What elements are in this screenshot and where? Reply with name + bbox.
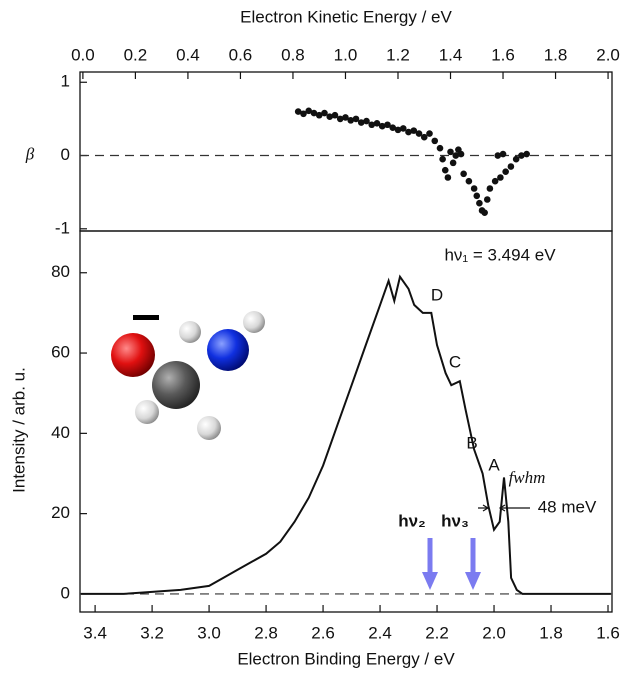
data-point — [497, 174, 504, 181]
data-point — [473, 193, 480, 200]
x-tick-label: 1.8 — [539, 623, 563, 642]
fwhm-arrows — [478, 505, 530, 511]
x-tick-label: 1.4 — [439, 45, 463, 64]
data-point — [500, 151, 507, 158]
data-point — [502, 168, 509, 175]
peak-label: A — [488, 455, 500, 474]
data-point — [431, 138, 438, 145]
data-point — [445, 174, 452, 181]
y-tick-label: 60 — [51, 343, 70, 362]
y-axis-title: β — [25, 144, 35, 163]
x-tick-label: 2.6 — [311, 623, 335, 642]
x-tick-label: 1.6 — [491, 45, 515, 64]
bottom-panel-frame — [80, 231, 612, 612]
y-axis-title: Intensity / arb. u. — [9, 367, 28, 493]
data-point — [460, 171, 467, 178]
atom-h — [243, 311, 265, 333]
x-tick-label: 0.4 — [176, 45, 200, 64]
molecule — [111, 311, 265, 440]
photon-label: hν₂ — [398, 511, 425, 530]
fwhm-label: fwhm — [509, 468, 546, 487]
spectrum-line — [81, 277, 611, 594]
atom-n — [207, 329, 249, 371]
x-axis-title: Electron Kinetic Energy / eV — [240, 7, 452, 26]
y-tick-label: 0 — [61, 583, 70, 602]
x-tick-label: 2.4 — [368, 623, 392, 642]
top-panel-frame — [80, 72, 612, 231]
x-tick-label: 3.4 — [83, 623, 107, 642]
data-point — [523, 151, 530, 158]
peak-label: B — [466, 433, 477, 452]
y-tick-label: -1 — [55, 218, 70, 237]
atom-h — [135, 400, 159, 424]
y-tick-label: 20 — [51, 503, 70, 522]
data-point — [442, 167, 449, 174]
y-tick-label: 1 — [61, 72, 70, 91]
atom-o — [111, 333, 155, 377]
x-tick-label: 0.6 — [229, 45, 253, 64]
atom-h — [197, 416, 221, 440]
y-tick-label: 80 — [51, 262, 70, 281]
x-tick-label: 2.2 — [425, 623, 449, 642]
x-axis-title: Electron Binding Energy / eV — [237, 649, 455, 668]
data-point — [508, 163, 515, 170]
x-tick-label: 2.8 — [254, 623, 278, 642]
photon-arrow-head — [465, 572, 481, 590]
charge-sign — [133, 315, 159, 320]
peak-label: C — [449, 352, 461, 371]
atom-h — [179, 321, 201, 343]
x-tick-label: 1.2 — [386, 45, 410, 64]
annotation-title: hν₁ = 3.494 eV — [444, 245, 556, 264]
peak-label: D — [431, 285, 443, 304]
x-tick-label: 1.6 — [596, 623, 620, 642]
x-tick-label: 3.2 — [140, 623, 164, 642]
atom-c — [152, 361, 200, 409]
x-tick-label: 2.0 — [596, 45, 620, 64]
photon-label: hν₃ — [441, 511, 469, 530]
photon-arrow-head — [422, 572, 438, 590]
y-tick-label: 40 — [51, 423, 70, 442]
x-tick-label: 0.0 — [71, 45, 95, 64]
y-tick-label: 0 — [61, 145, 70, 164]
x-tick-label: 1.0 — [334, 45, 358, 64]
x-tick-label: 2.0 — [482, 623, 506, 642]
data-point — [487, 185, 494, 192]
x-tick-label: 1.8 — [544, 45, 568, 64]
data-point — [484, 196, 491, 203]
data-point — [481, 209, 488, 216]
data-point — [471, 185, 478, 192]
data-point — [450, 160, 457, 167]
fwhm-value: 48 meV — [538, 497, 597, 516]
data-point — [458, 151, 465, 158]
data-point — [426, 130, 433, 137]
figure: 0.0 0.2 0.4 0.6 0.8 1.0 1.2 1.4 1.6 1.8 2.0 1 0 -1 Ele… — [0, 0, 631, 673]
data-point — [437, 145, 444, 152]
data-point — [439, 156, 446, 163]
x-tick-label: 0.2 — [124, 45, 148, 64]
data-point — [466, 178, 473, 185]
data-point — [476, 200, 483, 207]
x-tick-label: 0.8 — [281, 45, 305, 64]
x-tick-label: 3.0 — [197, 623, 221, 642]
